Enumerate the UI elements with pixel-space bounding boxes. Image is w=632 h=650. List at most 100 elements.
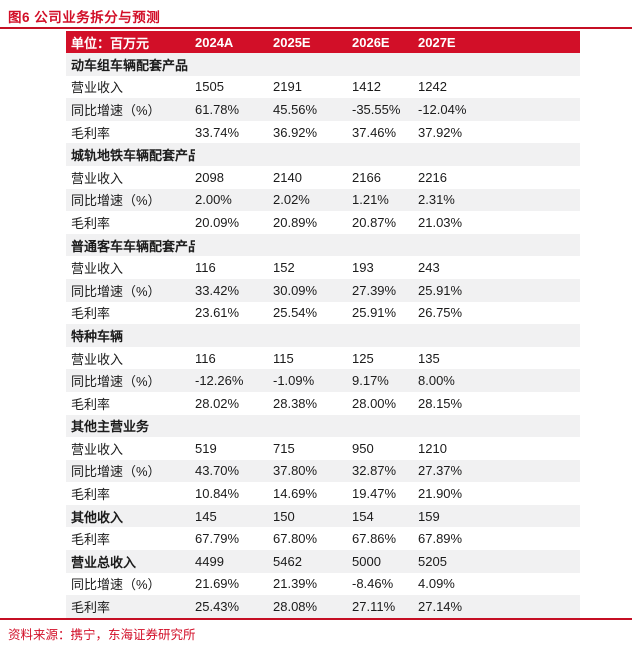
cell-value: 125 — [352, 350, 374, 366]
table-row: 同比增速（%） 21.69% 21.39% -8.46% 4.09% — [66, 572, 580, 596]
cell-value: 243 — [418, 260, 440, 276]
cell-value: 2.00% — [195, 192, 232, 208]
cell-value: 67.89% — [418, 531, 463, 547]
table-row: 营业收入 1505 2191 1412 1242 — [66, 75, 580, 99]
col-header-2024a: 2024A — [195, 34, 234, 50]
table-body: 动车组车辆配套产品 营业收入 1505 2191 1412 1242 同比增速（%） 61.7… — [66, 53, 580, 618]
cell-value: 37.80% — [273, 463, 318, 479]
cell-value — [273, 143, 352, 166]
table-row: 动车组车辆配套产品 — [66, 53, 580, 76]
table-row: 特种车辆 — [66, 324, 580, 347]
cell-value: 5000 — [352, 553, 381, 569]
cell-value — [352, 143, 418, 166]
cell-value: 67.79% — [195, 531, 240, 547]
table-row: 毛利率 20.09% 20.89% 20.87% 21.03% — [66, 211, 580, 234]
cell-value: 28.38% — [273, 395, 318, 411]
cell-value — [418, 234, 580, 257]
cell-value: 2166 — [352, 169, 381, 185]
row-label: 营业总收入 — [71, 554, 137, 570]
row-label: 其他收入 — [71, 509, 124, 525]
top-rule — [0, 27, 632, 29]
cell-value: 21.90% — [418, 486, 463, 502]
table-row: 城轨地铁车辆配套产品 — [66, 143, 580, 166]
cell-value: 67.86% — [352, 531, 397, 547]
row-label: 同比增速（%） — [71, 464, 161, 480]
cell-value: 67.80% — [273, 531, 318, 547]
cell-value: 36.92% — [273, 124, 318, 140]
table-row: 营业收入 116 115 125 135 — [66, 346, 580, 370]
table-row: 毛利率 28.02% 28.38% 28.00% 28.15% — [66, 391, 580, 415]
cell-value: 10.84% — [195, 486, 240, 502]
cell-value: 28.00% — [352, 395, 397, 411]
col-header-2027e: 2027E — [418, 34, 456, 50]
cell-value: 1505 — [195, 79, 224, 95]
cell-value: 2140 — [273, 169, 302, 185]
row-label: 毛利率 — [71, 306, 111, 322]
table-row: 同比增速（%） 2.00% 2.02% 1.21% 2.31% — [66, 188, 580, 212]
bottom-rule — [0, 618, 632, 620]
cell-value: -35.55% — [352, 101, 401, 117]
cell-value: 32.87% — [352, 463, 397, 479]
col-header-2025e: 2025E — [273, 34, 311, 50]
cell-value: 2.02% — [273, 192, 310, 208]
cell-value: 519 — [195, 440, 217, 456]
cell-value: 26.75% — [418, 305, 463, 321]
cell-value: 159 — [418, 508, 440, 524]
cell-value — [352, 324, 418, 347]
cell-value — [418, 324, 580, 347]
row-label: 同比增速（%） — [71, 283, 161, 299]
cell-value — [195, 143, 273, 166]
cell-value: 20.09% — [195, 214, 240, 230]
cell-value: 715 — [273, 440, 295, 456]
row-label: 毛利率 — [71, 532, 111, 548]
cell-value: 116 — [195, 260, 216, 276]
cell-value: 21.39% — [273, 576, 318, 592]
cell-value: 19.47% — [352, 486, 397, 502]
row-label: 毛利率 — [71, 215, 111, 231]
cell-value: 950 — [352, 440, 374, 456]
table-row: 毛利率 23.61% 25.54% 25.91% 26.75% — [66, 301, 580, 325]
cell-value: -12.04% — [418, 101, 467, 117]
cell-value: 28.15% — [418, 395, 463, 411]
row-label: 城轨地铁车辆配套产品 — [71, 148, 195, 164]
row-label: 毛利率 — [71, 125, 111, 141]
table-row: 毛利率 10.84% 14.69% 19.47% 21.90% — [66, 482, 580, 505]
cell-value — [273, 53, 352, 76]
cell-value: 145 — [195, 508, 217, 524]
table-header-row: 单位：百万元 2024A 2025E 2026E 2027E — [66, 31, 580, 53]
cell-value: 2098 — [195, 169, 224, 185]
cell-value: 193 — [352, 260, 374, 276]
forecast-table: 单位：百万元 2024A 2025E 2026E 2027E 动车组车辆配套产品… — [66, 31, 580, 618]
table-row: 毛利率 25.43% 28.08% 27.11% 27.14% — [66, 595, 580, 618]
cell-value: 115 — [273, 350, 294, 366]
cell-value — [273, 415, 352, 438]
cell-value: 33.42% — [195, 282, 240, 298]
row-label: 营业收入 — [71, 441, 124, 457]
row-label: 营业收入 — [71, 80, 124, 96]
cell-value: 116 — [195, 350, 216, 366]
cell-value: 25.54% — [273, 305, 318, 321]
row-label: 营业收入 — [71, 170, 124, 186]
cell-value: 135 — [418, 350, 440, 366]
cell-value: 2191 — [273, 79, 302, 95]
cell-value: 45.56% — [273, 101, 318, 117]
cell-value: 28.08% — [273, 599, 318, 615]
cell-value: 2216 — [418, 169, 447, 185]
cell-value — [418, 143, 580, 166]
cell-value: 43.70% — [195, 463, 240, 479]
cell-value: 61.78% — [195, 101, 240, 117]
row-label: 普通客车车辆配套产品 — [71, 238, 195, 254]
row-label: 营业收入 — [71, 261, 124, 277]
table-row: 同比增速（%） -12.26% -1.09% 9.17% 8.00% — [66, 369, 580, 392]
cell-value: 37.92% — [418, 124, 463, 140]
cell-value: 30.09% — [273, 282, 318, 298]
cell-value: 25.91% — [418, 282, 463, 298]
unit-label: 单位：百万元 — [71, 35, 150, 51]
cell-value: -12.26% — [195, 373, 244, 389]
table-row: 毛利率 33.74% 36.92% 37.46% 37.92% — [66, 120, 580, 144]
cell-value: 27.14% — [418, 599, 463, 615]
cell-value — [273, 234, 352, 257]
cell-value — [418, 415, 580, 438]
cell-value: 27.37% — [418, 463, 463, 479]
